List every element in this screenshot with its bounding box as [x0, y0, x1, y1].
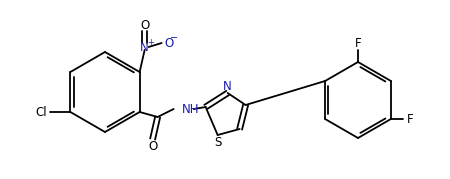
Text: F: F	[355, 37, 361, 50]
Text: S: S	[214, 137, 221, 149]
Text: Cl: Cl	[36, 105, 47, 118]
Text: +: +	[147, 37, 154, 47]
Text: −: −	[170, 33, 178, 43]
Text: O: O	[165, 37, 174, 50]
Text: O: O	[148, 141, 157, 154]
Text: N: N	[223, 79, 232, 93]
Text: F: F	[407, 112, 414, 125]
Text: N: N	[140, 40, 149, 54]
Text: NH: NH	[182, 103, 199, 115]
Text: O: O	[140, 18, 149, 32]
